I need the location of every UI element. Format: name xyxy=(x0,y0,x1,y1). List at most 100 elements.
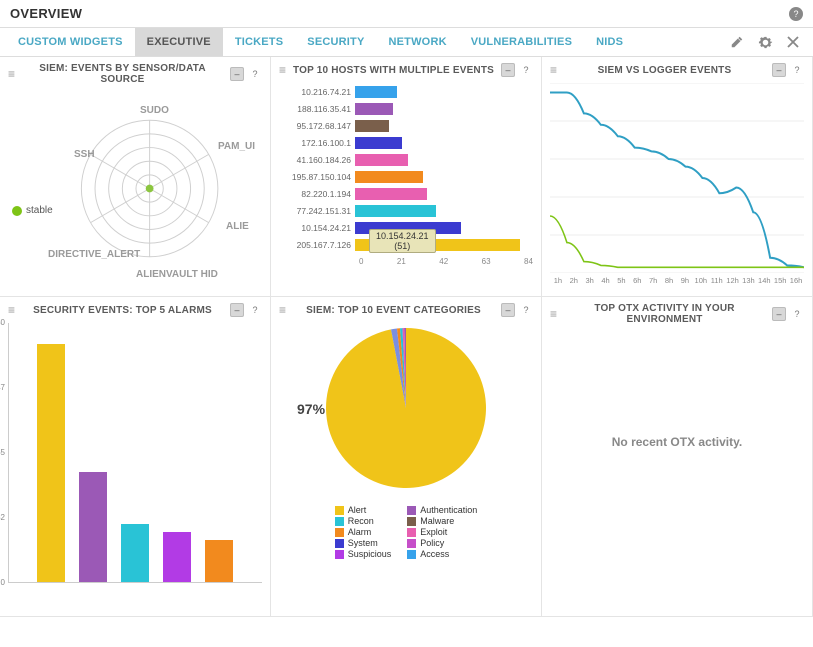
legend-item: Access xyxy=(407,549,477,559)
legend-swatch xyxy=(335,506,344,515)
x-tick: 42 xyxy=(439,257,448,266)
dashboard-grid: ≡ SIEM: EVENTS BY SENSOR/DATA SOURCE – ? xyxy=(0,57,813,617)
pie-percent-label: 97% xyxy=(297,401,325,417)
bar[interactable] xyxy=(355,171,423,183)
panel-help-icon[interactable]: ? xyxy=(790,307,804,321)
x-tick: 9h xyxy=(677,276,693,285)
legend-swatch xyxy=(335,539,344,548)
legend-dot xyxy=(12,206,22,216)
pie-chart xyxy=(321,323,491,493)
collapse-button[interactable]: – xyxy=(772,63,786,77)
bar[interactable] xyxy=(121,524,149,582)
x-tick: 84 xyxy=(524,257,533,266)
collapse-button[interactable]: – xyxy=(230,303,244,317)
panel-top10-categories: ≡ SIEM: TOP 10 EVENT CATEGORIES – ? 97% … xyxy=(271,297,542,617)
bar-label: 172.16.100.1 xyxy=(279,138,355,148)
legend-item: Authentication xyxy=(407,505,477,515)
bar[interactable] xyxy=(37,344,65,582)
x-tick: 1h xyxy=(550,276,566,285)
legend-item: Policy xyxy=(407,538,477,548)
panel-siem-vs-logger: ≡ SIEM VS LOGGER EVENTS – ? 1h2h3h4h5h6h… xyxy=(542,57,813,297)
bar[interactable] xyxy=(355,154,408,166)
legend-item: System xyxy=(335,538,392,548)
legend-label: Malware xyxy=(420,516,454,526)
drag-handle-icon[interactable]: ≡ xyxy=(550,307,557,321)
tab-network[interactable]: NETWORK xyxy=(377,28,459,56)
panel-radar: ≡ SIEM: EVENTS BY SENSOR/DATA SOURCE – ? xyxy=(0,57,271,297)
panel-help-icon[interactable]: ? xyxy=(519,63,533,77)
bar[interactable] xyxy=(355,205,436,217)
legend-label: Recon xyxy=(348,516,374,526)
bar[interactable] xyxy=(79,472,107,582)
legend-label: Suspicious xyxy=(348,549,392,559)
drag-handle-icon[interactable]: ≡ xyxy=(8,303,15,317)
panel-help-icon[interactable]: ? xyxy=(248,67,262,81)
y-tick: 0 xyxy=(0,578,5,587)
bar-label: 188.116.35.41 xyxy=(279,104,355,114)
bar[interactable] xyxy=(355,103,393,115)
v-bar-chart: 02482496574479930 xyxy=(8,323,262,583)
pencil-icon[interactable] xyxy=(729,34,745,50)
drag-handle-icon[interactable]: ≡ xyxy=(8,67,15,81)
drag-handle-icon[interactable]: ≡ xyxy=(279,303,286,317)
panel-title: SECURITY EVENTS: TOP 5 ALARMS xyxy=(19,305,226,316)
x-tick: 10h xyxy=(693,276,709,285)
legend-label: Policy xyxy=(420,538,444,548)
panel-title: SIEM VS LOGGER EVENTS xyxy=(561,65,768,76)
collapse-button[interactable]: – xyxy=(501,303,515,317)
bar-label: 10.154.24.21 xyxy=(279,223,355,233)
tab-security[interactable]: SECURITY xyxy=(295,28,376,56)
panel-top5-alarms: ≡ SECURITY EVENTS: TOP 5 ALARMS – ? 0248… xyxy=(0,297,271,617)
legend-swatch xyxy=(407,528,416,537)
x-tick: 7h xyxy=(645,276,661,285)
page-title: OVERVIEW xyxy=(10,6,82,21)
legend-swatch xyxy=(335,550,344,559)
y-tick: 2482 xyxy=(0,513,5,522)
bar-row: 77.242.151.31 xyxy=(279,202,533,219)
drag-handle-icon[interactable]: ≡ xyxy=(550,63,557,77)
bar-label: 77.242.151.31 xyxy=(279,206,355,216)
help-icon[interactable]: ? xyxy=(789,7,803,21)
collapse-button[interactable]: – xyxy=(501,63,515,77)
legend-swatch xyxy=(407,506,416,515)
bar[interactable] xyxy=(205,540,233,582)
panel-help-icon[interactable]: ? xyxy=(519,303,533,317)
legend-swatch xyxy=(407,517,416,526)
bar-row: 195.87.150.104 xyxy=(279,168,533,185)
panel-title: SIEM: TOP 10 EVENT CATEGORIES xyxy=(290,305,497,316)
panel-help-icon[interactable]: ? xyxy=(248,303,262,317)
tab-custom-widgets[interactable]: CUSTOM WIDGETS xyxy=(6,28,135,56)
bar[interactable] xyxy=(355,120,389,132)
close-icon[interactable] xyxy=(785,34,801,50)
tab-vulnerabilities[interactable]: VULNERABILITIES xyxy=(459,28,584,56)
pie-legend: AlertAuthenticationReconMalwareAlarmExpl… xyxy=(335,505,478,559)
legend-item: Alert xyxy=(335,505,392,515)
bar[interactable] xyxy=(355,188,427,200)
tab-tickets[interactable]: TICKETS xyxy=(223,28,295,56)
tab-nids[interactable]: NIDS xyxy=(584,28,635,56)
x-tick: 16h xyxy=(788,276,804,285)
bar[interactable] xyxy=(355,86,397,98)
drag-handle-icon[interactable]: ≡ xyxy=(279,63,286,77)
axis-label: PAM_UI xyxy=(218,141,255,152)
collapse-button[interactable]: – xyxy=(772,307,786,321)
legend-label: Alarm xyxy=(348,527,372,537)
panel-title: TOP OTX ACTIVITY IN YOUR ENVIRONMENT xyxy=(561,303,768,325)
x-tick: 5h xyxy=(614,276,630,285)
bar[interactable] xyxy=(355,137,402,149)
x-tick: 13h xyxy=(741,276,757,285)
gear-icon[interactable] xyxy=(757,34,773,50)
legend-label: System xyxy=(348,538,378,548)
collapse-button[interactable]: – xyxy=(230,67,244,81)
bar-label: 205.167.7.126 xyxy=(279,240,355,250)
x-tick: 8h xyxy=(661,276,677,285)
x-tick: 63 xyxy=(482,257,491,266)
radar-legend: stable xyxy=(12,205,53,216)
tab-executive[interactable]: EXECUTIVE xyxy=(135,28,223,56)
bar-label: 10.216.74.21 xyxy=(279,87,355,97)
panel-title: SIEM: EVENTS BY SENSOR/DATA SOURCE xyxy=(19,63,226,85)
legend-swatch xyxy=(407,539,416,548)
bar[interactable] xyxy=(163,532,191,582)
x-tick: 11h xyxy=(709,276,725,285)
panel-help-icon[interactable]: ? xyxy=(790,63,804,77)
